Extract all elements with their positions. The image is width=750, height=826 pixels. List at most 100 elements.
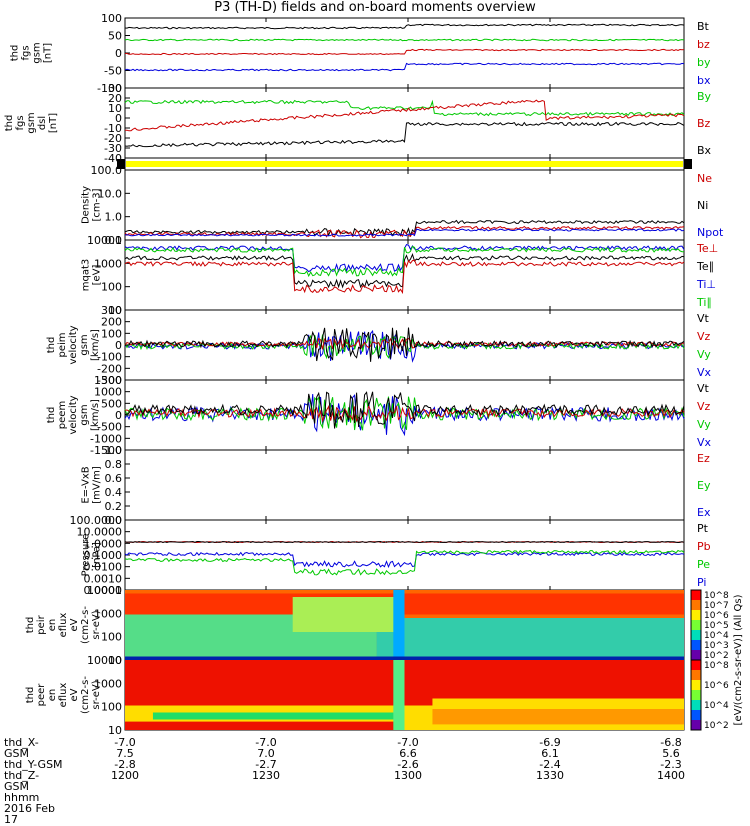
y-tick-label: 0 [115,339,122,352]
footer-y-value: 7.0 [257,747,275,760]
y-axis-label-line: thd [4,115,15,132]
colorbar-label: 10^6 [704,611,729,621]
spectrogram-cell [432,709,684,725]
footer-row-labels: thd_X-GSM thd_Y-GSM thd_Z-GSM hhmm 2016 … [4,737,64,825]
y-tick-label: 0.1 [105,234,123,247]
trace-dsl-bz [125,99,685,132]
y-tick-label: 10000 [87,584,122,597]
footer-z-value: -2.4 [539,758,561,771]
footer-label-y: thd_Y-GSM [4,758,63,771]
footer-x-value: -7.0 [255,736,277,749]
y-axis-label-line: eV [69,688,80,701]
footer-time-value: 1230 [252,769,280,782]
y-tick-label: -100 [97,351,122,364]
y-axis-label-line: eflux [58,613,69,638]
legend-entry: Ey [697,479,711,492]
trace-pt [124,540,685,544]
y-axis-label-line: peim [57,332,68,357]
colorbar-label: 10^7 [704,601,729,611]
trace-pi [124,551,685,569]
y-axis-label-line: Density [81,186,92,224]
footer-z-value: -2.3 [660,758,682,771]
legend-entry: bx [697,74,711,87]
footer-x-value: -6.8 [660,736,682,749]
footer-z-value: -2.6 [397,758,419,771]
trace-ti-par [124,245,684,278]
y-axis-label-line: gsm [79,404,90,425]
trace-bt [124,23,685,30]
trace-npot [124,228,685,237]
chart-title: P3 (TH-D) fields and on-board moments ov… [214,0,536,15]
y-tick-label: 100 [101,631,122,644]
trace-dsl-bx [124,121,685,148]
colorbar-label: 10^6 [704,681,729,691]
y-tick-label: 1000 [94,386,122,399]
y-axis-label-line: sr-eV) [91,610,102,639]
y-tick-label: 500 [101,397,122,410]
y-tick-label: 10 [108,654,122,667]
y-tick-label: 10.0 [98,187,123,200]
y-axis-label-line: eV [69,618,80,631]
y-axis-label-line: sr-eV) [91,680,102,709]
trace-vz [124,404,685,423]
legend-entry: Vy [697,418,711,431]
y-tick-label: 0.0010 [84,572,123,585]
footer-col-0: -7.0 7.5 -2.8 1200 [105,737,145,781]
footer-y-value: 6.1 [541,747,559,760]
legend-entry: Ni [697,199,708,212]
colorbar-label: 10^2 [704,721,729,731]
y-axis-label-line: thd [46,407,57,424]
y-tick-label: -500 [97,421,122,434]
legend-entry: Bz [697,117,711,130]
colorbar-swatch [691,600,701,611]
legend-entry: Npot [697,226,724,239]
y-tick-label: 10000 [87,234,122,247]
legend-entry: by [697,56,711,69]
footer-time-value: 1300 [394,769,422,782]
y-tick-label: -1000 [90,432,122,445]
colorbar-swatch [691,660,701,671]
y-tick-label: 0 [115,47,122,60]
quality-flag-bar [126,161,683,167]
y-tick-label: 100 [101,327,122,340]
colorbar-swatch [691,690,701,701]
colorbar-swatch [691,680,701,691]
legend-entry: Pe [697,558,710,571]
colorbar-swatch [691,700,701,711]
y-axis-label-line: dsl [37,116,48,130]
y-tick-label: 1.0 [105,211,123,224]
y-axis-label-line: velocity [68,325,79,364]
y-axis-label: thd peer en eflux eV (cm2-s-sr-eV) [25,676,102,714]
footer-time-value: 1200 [111,769,139,782]
legend-entry: By [697,90,712,103]
y-tick-label: 100.0000 [70,514,123,527]
y-axis-label-line: [eV] [92,265,103,286]
y-tick-label: 0.0001 [84,584,123,597]
spectrogram-cell [292,597,405,632]
trace-bx [124,62,685,72]
y-axis-label-line: [nT] [43,43,54,63]
y-axis-label: thd peem velocity gsm [km/s] [46,395,101,434]
colorbar-label: 10^2 [704,651,729,661]
y-axis-label-line: [nPa] [92,542,103,568]
trace-te-perp [124,259,685,295]
y-tick-label: -1500 [90,444,122,457]
colorbar-swatch [691,630,701,641]
legend-entry: Vy [697,348,711,361]
footer-z-value: -2.7 [255,758,277,771]
y-tick-label: 300 [101,304,122,317]
y-axis-label: E=-VxB [mV/m] [81,466,103,504]
y-tick-label: 20 [108,92,122,105]
y-tick-label: 50 [108,30,122,43]
y-tick-label: 10 [108,724,122,737]
trace-ni [124,219,685,238]
legend-entry: Vx [697,366,712,379]
y-axis-label-line: peem [57,401,68,429]
colorbar-swatch [691,590,701,601]
legend-entry: Ti∥ [696,296,712,309]
y-tick-label: 10 [108,304,122,317]
panel-frame [124,449,685,521]
y-tick-label: 1000 [94,677,122,690]
y-axis-label-line: peer [36,683,47,707]
